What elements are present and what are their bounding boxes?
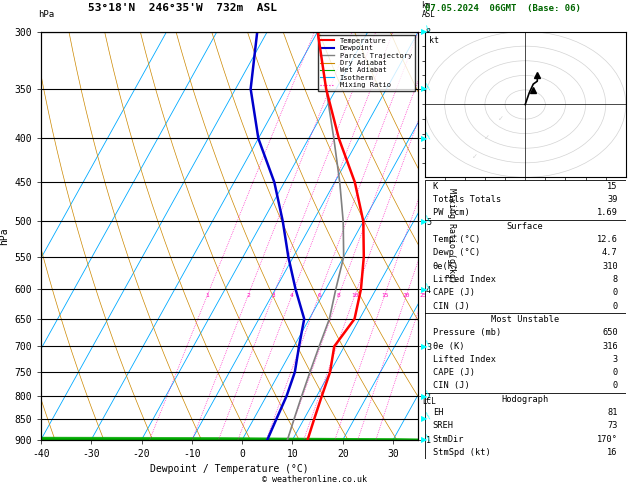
Text: 15: 15	[381, 293, 388, 298]
Text: km
ASL: km ASL	[421, 1, 435, 19]
Text: SREH: SREH	[433, 421, 454, 430]
Text: ▶: ▶	[421, 217, 428, 226]
Y-axis label: hPa: hPa	[0, 227, 9, 244]
Text: EH: EH	[433, 408, 443, 417]
Text: Most Unstable: Most Unstable	[491, 315, 559, 324]
Text: K: K	[433, 182, 438, 191]
Text: 3: 3	[272, 293, 276, 298]
Text: kt: kt	[428, 36, 438, 45]
Text: 10: 10	[351, 293, 359, 298]
Text: 8: 8	[613, 275, 618, 284]
Text: Totals Totals: Totals Totals	[433, 195, 501, 204]
Text: 8: 8	[337, 293, 341, 298]
Text: 25: 25	[420, 293, 428, 298]
Text: StmDir: StmDir	[433, 434, 464, 444]
Text: 3: 3	[613, 355, 618, 364]
Text: 53°18'N  246°35'W  732m  ASL: 53°18'N 246°35'W 732m ASL	[88, 3, 277, 13]
Text: Pressure (mb): Pressure (mb)	[433, 328, 501, 337]
Text: 20: 20	[403, 293, 410, 298]
Legend: Temperature, Dewpoint, Parcel Trajectory, Dry Adiabat, Wet Adiabat, Isotherm, Mi: Temperature, Dewpoint, Parcel Trajectory…	[318, 35, 415, 91]
Text: Surface: Surface	[507, 222, 543, 231]
Text: 310: 310	[602, 261, 618, 271]
Text: ▶: ▶	[421, 392, 428, 400]
Text: hPa: hPa	[38, 10, 54, 19]
Text: ▶: ▶	[421, 414, 428, 423]
Text: 316: 316	[602, 342, 618, 350]
Text: 1.69: 1.69	[597, 208, 618, 217]
Text: 4.7: 4.7	[602, 248, 618, 258]
Text: CIN (J): CIN (J)	[433, 382, 469, 390]
Text: 0: 0	[613, 302, 618, 311]
Text: θe(K): θe(K)	[433, 261, 459, 271]
Text: 650: 650	[602, 328, 618, 337]
Text: CAPE (J): CAPE (J)	[433, 288, 475, 297]
Text: /: /	[425, 82, 433, 91]
Text: 2: 2	[246, 293, 250, 298]
Text: ▶: ▶	[421, 27, 428, 36]
Text: 1: 1	[206, 293, 209, 298]
Text: /: /	[425, 132, 433, 140]
Text: ▶: ▶	[421, 435, 428, 444]
Text: Dewp (°C): Dewp (°C)	[433, 248, 480, 258]
Text: /: /	[425, 340, 433, 348]
Text: 170°: 170°	[597, 434, 618, 444]
Text: Hodograph: Hodograph	[501, 395, 549, 404]
Text: 12.6: 12.6	[597, 235, 618, 244]
Text: 81: 81	[608, 408, 618, 417]
Text: PW (cm): PW (cm)	[433, 208, 469, 217]
Text: /: /	[425, 412, 433, 420]
Text: © weatheronline.co.uk: © weatheronline.co.uk	[262, 474, 367, 484]
Text: 16: 16	[608, 448, 618, 457]
Text: 0: 0	[613, 288, 618, 297]
Text: ▶: ▶	[421, 134, 428, 143]
Text: ▶: ▶	[421, 342, 428, 351]
Text: CAPE (J): CAPE (J)	[433, 368, 475, 377]
Text: LCL: LCL	[422, 397, 436, 406]
Text: 39: 39	[608, 195, 618, 204]
Text: CIN (J): CIN (J)	[433, 302, 469, 311]
Text: StmSpd (kt): StmSpd (kt)	[433, 448, 491, 457]
Text: 73: 73	[608, 421, 618, 430]
Text: 0: 0	[613, 368, 618, 377]
Text: 6: 6	[317, 293, 321, 298]
Text: /: /	[425, 282, 433, 291]
Text: ✓: ✓	[498, 117, 503, 122]
Text: /: /	[425, 433, 433, 442]
Text: ✓: ✓	[472, 154, 477, 160]
Text: θe (K): θe (K)	[433, 342, 464, 350]
Text: Mixing Ratio (g/kg): Mixing Ratio (g/kg)	[447, 188, 455, 283]
Text: 07.05.2024  06GMT  (Base: 06): 07.05.2024 06GMT (Base: 06)	[425, 4, 581, 13]
Text: Lifted Index: Lifted Index	[433, 275, 496, 284]
Text: 0: 0	[613, 382, 618, 390]
Text: ▶: ▶	[421, 85, 428, 93]
X-axis label: Dewpoint / Temperature (°C): Dewpoint / Temperature (°C)	[150, 465, 309, 474]
Text: ▶: ▶	[421, 285, 428, 294]
Text: ✓: ✓	[484, 135, 489, 141]
Text: 4: 4	[290, 293, 294, 298]
Text: /: /	[425, 389, 433, 398]
Text: Temp (°C): Temp (°C)	[433, 235, 480, 244]
Text: Lifted Index: Lifted Index	[433, 355, 496, 364]
Text: /: /	[425, 25, 433, 34]
Text: 15: 15	[608, 182, 618, 191]
Text: /: /	[425, 215, 433, 223]
